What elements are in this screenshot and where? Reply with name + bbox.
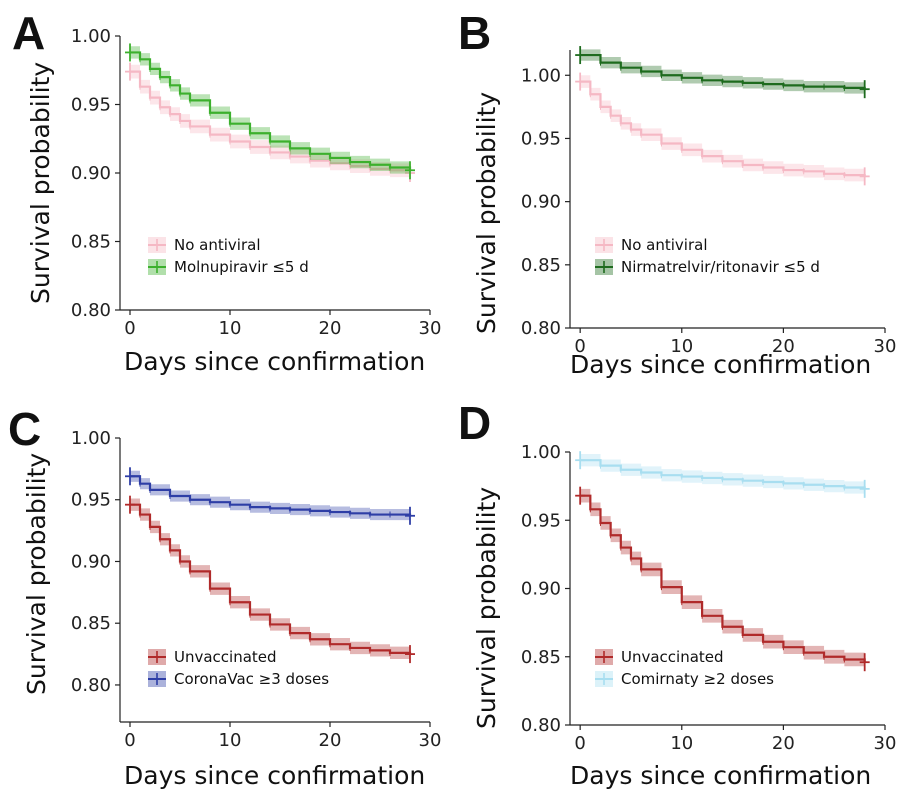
y-tick-label: 0.90 <box>71 163 111 184</box>
y-tick-label: 0.95 <box>71 490 111 511</box>
y-tick-label: 1.00 <box>521 65 561 86</box>
legend-label: Unvaccinated <box>621 648 724 666</box>
panel-c: C 0.80 0.85 0.90 0.95 1.00 0 10 20 30 Unvaccinate… <box>0 403 450 806</box>
y-tick-label: 0.85 <box>71 232 111 253</box>
legend-label: Comirnaty ≥2 doses <box>621 670 774 688</box>
confidence-band <box>130 498 410 661</box>
x-tick-label: 10 <box>670 336 693 357</box>
legend-label: Molnupiravir ≤5 d <box>174 258 309 276</box>
chart-svg: 0.80 0.85 0.90 0.95 1.00 0 10 20 30 Unvaccinated C… <box>521 442 897 754</box>
y-tick-label: 1.00 <box>71 428 111 449</box>
x-tick-label: 0 <box>124 730 135 751</box>
y-tick-label: 1.00 <box>71 26 111 47</box>
panel-label: C <box>8 403 42 455</box>
x-axis-label: Days since confirmation <box>124 761 426 790</box>
confidence-band <box>580 49 865 95</box>
y-tick-label: 1.00 <box>521 442 561 463</box>
y-axis-label: Survival probability <box>22 452 51 695</box>
y-tick-label: 0.85 <box>521 255 561 276</box>
x-tick-label: 20 <box>319 318 342 339</box>
legend-label: No antiviral <box>174 236 260 254</box>
x-tick-label: 30 <box>874 733 897 754</box>
x-axis-label: Days since confirmation <box>124 347 426 376</box>
x-tick-label: 20 <box>772 336 795 357</box>
legend-label: No antiviral <box>621 236 707 254</box>
y-tick-label: 0.80 <box>521 318 561 339</box>
panel-label: D <box>458 397 492 449</box>
x-tick-label: 20 <box>319 730 342 751</box>
y-axis-label: Survival probability <box>26 61 55 304</box>
y-axis-label: Survival probability <box>472 91 501 334</box>
panel-a: A 0.80 0.85 0.90 0.95 1.00 0 10 20 30 No antivira… <box>0 0 450 403</box>
survival-curve <box>130 503 412 655</box>
y-axis-label: Survival probability <box>472 486 501 729</box>
panel-label: B <box>458 7 492 59</box>
confidence-band <box>130 46 410 177</box>
y-tick-label: 0.85 <box>521 647 561 668</box>
x-tick-label: 10 <box>219 318 242 339</box>
x-tick-label: 10 <box>219 730 242 751</box>
y-tick-label: 0.80 <box>521 715 561 736</box>
y-tick-label: 0.95 <box>521 128 561 149</box>
chart-svg: 0.80 0.85 0.90 0.95 1.00 0 10 20 30 No antiviral N… <box>521 46 897 357</box>
legend-label: Nirmatrelvir/ritonavir ≤5 d <box>621 258 820 276</box>
x-tick-label: 20 <box>772 733 795 754</box>
chart-svg: 0.80 0.85 0.90 0.95 1.00 0 10 20 30 Unvaccinated C… <box>71 428 442 751</box>
survival-curve <box>580 494 866 663</box>
confidence-band <box>580 488 865 670</box>
survival-curve <box>130 475 412 516</box>
y-tick-label: 0.90 <box>71 551 111 572</box>
confidence-band <box>580 454 865 495</box>
x-tick-label: 0 <box>574 336 585 357</box>
x-tick-label: 0 <box>574 733 585 754</box>
panel-d: D 0.80 0.85 0.90 0.95 1.00 0 10 20 30 Unvaccinate… <box>450 397 900 806</box>
x-tick-label: 30 <box>419 730 442 751</box>
legend-label: Unvaccinated <box>174 648 277 666</box>
panel-b: B 0.80 0.85 0.90 0.95 1.00 0 10 20 30 No antivira… <box>450 0 900 403</box>
y-tick-label: 0.80 <box>71 300 111 321</box>
panel-label: A <box>12 7 46 59</box>
x-tick-label: 0 <box>124 318 135 339</box>
chart-svg: 0.80 0.85 0.90 0.95 1.00 0 10 20 30 No antiviral M… <box>71 26 442 339</box>
x-axis-label: Days since confirmation <box>570 350 872 379</box>
survival-curve <box>130 70 412 173</box>
x-tick-label: 30 <box>419 318 442 339</box>
y-tick-label: 0.85 <box>71 613 111 634</box>
confidence-band <box>130 470 410 522</box>
x-tick-label: 10 <box>670 733 693 754</box>
y-tick-label: 0.95 <box>521 510 561 531</box>
y-tick-label: 0.90 <box>521 192 561 213</box>
x-tick-label: 30 <box>874 336 897 357</box>
legend-label: CoronaVac ≥3 doses <box>174 670 329 688</box>
y-tick-label: 0.80 <box>71 675 111 696</box>
y-tick-label: 0.90 <box>521 579 561 600</box>
y-tick-label: 0.95 <box>71 95 111 116</box>
x-axis-label: Days since confirmation <box>570 761 872 790</box>
